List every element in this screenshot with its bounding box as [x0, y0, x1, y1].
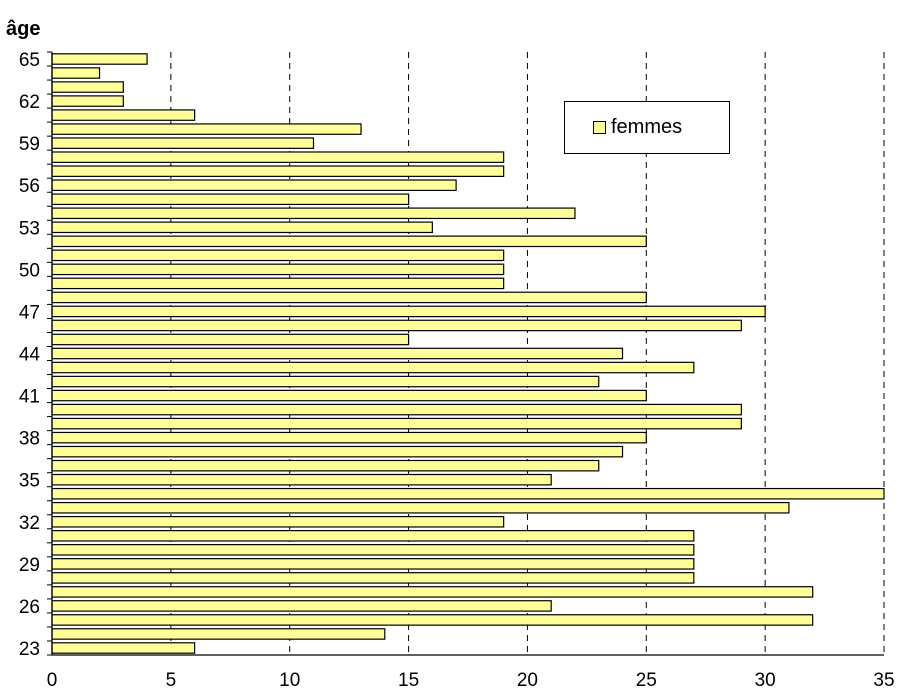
bar-age-33: [51, 501, 790, 514]
bar-age-26: [51, 600, 552, 612]
x-tick-label: 35: [873, 670, 894, 691]
bar-age-46: [51, 319, 742, 332]
y-tick-label: 23: [19, 639, 40, 660]
bar-age-52: [51, 235, 647, 248]
bar-age-60: [51, 123, 362, 135]
y-tick-label: 26: [19, 597, 40, 618]
x-tick-label: 30: [755, 670, 776, 691]
bar-age-44: [51, 347, 624, 360]
bar-age-31: [51, 530, 695, 542]
bar-age-49: [51, 277, 505, 290]
y-tick-label: 59: [19, 134, 40, 155]
bar-age-28: [51, 572, 695, 584]
x-tick-label: 10: [279, 670, 300, 691]
bars: [51, 53, 885, 654]
bar-age-24: [51, 628, 386, 640]
y-tick-label: 56: [19, 176, 40, 197]
bar-age-23: [51, 642, 196, 654]
bar-age-45: [51, 333, 410, 346]
y-tick-label: 65: [19, 50, 40, 71]
y-tick-label: 44: [19, 345, 41, 366]
bar-age-48: [51, 291, 647, 304]
bar-age-65: [51, 53, 148, 65]
y-tick-label: 29: [19, 555, 40, 576]
bar-age-51: [51, 249, 505, 262]
bar-age-54: [51, 207, 576, 220]
y-tick-label: 38: [19, 429, 40, 450]
y-tick-label: 35: [19, 471, 40, 492]
bar-age-47: [51, 305, 766, 318]
bar-age-35: [51, 473, 552, 486]
bar-age-50: [51, 263, 505, 276]
axes: [47, 51, 884, 656]
x-tick-label: 25: [636, 670, 657, 691]
y-tick-label: 47: [19, 302, 40, 323]
y-tick-label: 50: [19, 260, 40, 281]
bar-age-25: [51, 614, 814, 626]
y-tick-label: 41: [19, 387, 40, 408]
bar-age-40: [51, 403, 742, 416]
y-tick-labels: 23 26 29 32 35 38 41 44 47 50 53 56 59 62 65: [19, 50, 41, 660]
x-tick-label: 15: [398, 670, 419, 691]
bar-age-34: [51, 487, 885, 500]
bar-age-58: [51, 151, 505, 163]
y-tick-label: 53: [19, 218, 40, 239]
legend: femmes: [564, 101, 730, 154]
bar-age-39: [51, 417, 742, 430]
x-tick-label: 0: [47, 670, 58, 691]
bar-age-59: [51, 137, 315, 149]
bar-age-62: [51, 95, 124, 107]
bar-age-30: [51, 544, 695, 556]
x-tick-label: 5: [166, 670, 177, 691]
bar-age-32: [51, 515, 505, 528]
bar-age-41: [51, 389, 647, 402]
legend-swatch: [593, 121, 606, 134]
y-tick-label: 62: [19, 92, 40, 113]
bar-age-63: [51, 81, 124, 93]
bar-age-53: [51, 221, 433, 234]
bar-age-61: [51, 109, 196, 121]
bar-age-27: [51, 586, 814, 598]
bar-age-64: [51, 67, 101, 79]
x-tick-labels: 0 5 10 15 20 25 30 35: [47, 670, 895, 691]
y-tick-label: 32: [19, 513, 40, 534]
bar-age-57: [51, 165, 505, 177]
bar-age-55: [51, 193, 410, 206]
bar-age-38: [51, 431, 647, 444]
y-axis-title: âge: [6, 18, 41, 40]
bar-age-56: [51, 179, 457, 192]
bar-age-37: [51, 445, 624, 458]
bar-age-43: [51, 361, 695, 374]
bar-age-42: [51, 375, 600, 388]
bar-age-29: [51, 558, 695, 570]
x-tick-label: 20: [517, 670, 538, 691]
legend-label: femmes: [611, 116, 683, 138]
bar-age-36: [51, 459, 600, 472]
